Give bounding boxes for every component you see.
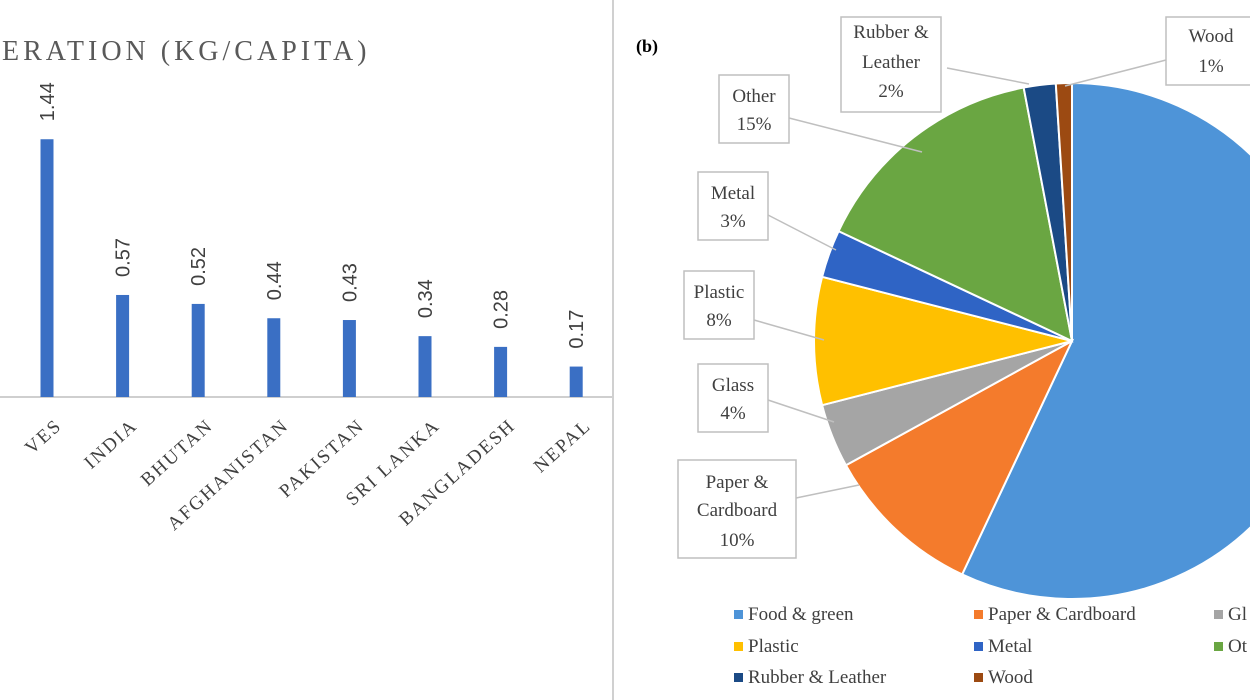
- leader-line: [767, 214, 837, 251]
- pie-slice-other: [837, 86, 1074, 343]
- legend-swatch: [974, 610, 983, 619]
- bar-value-label: 0.52: [188, 247, 210, 286]
- callout-text: 1%: [1198, 56, 1224, 77]
- pie-slice-paper-cardboard: [844, 338, 1075, 576]
- leader-line: [767, 399, 835, 423]
- callout-text: 8%: [706, 310, 732, 331]
- pie-slice-wood: [1054, 81, 1073, 342]
- bar-category-label: INDIA: [80, 415, 141, 473]
- callout-box: [697, 363, 769, 433]
- callout-box: [677, 459, 797, 559]
- legend-entry: Metal: [988, 636, 1032, 657]
- pie-slices: [813, 81, 1250, 600]
- bar-value-label: 0.43: [339, 263, 361, 302]
- pie-callouts: Rubber & Leather 2% Wood 1% Other 15% Metal 3% Pl…: [677, 16, 1250, 559]
- bar-sri-lanka: [418, 336, 432, 397]
- legend-swatch: [974, 642, 983, 651]
- callout-text: Paper &: [706, 472, 769, 493]
- callout-box: [840, 16, 942, 113]
- bar-category-label: VES: [21, 415, 66, 459]
- bars-layer: [40, 139, 583, 398]
- callout-text: Other: [732, 86, 776, 107]
- callout-box: [683, 270, 755, 340]
- callout-text: 4%: [720, 403, 746, 424]
- panel-label: (b): [636, 36, 658, 57]
- leader-line: [946, 67, 1030, 85]
- legend-entry: Ot: [1228, 636, 1248, 657]
- legend-entry: Wood: [988, 667, 1033, 688]
- pie-slice-plastic: [813, 275, 1073, 407]
- pie-slice-food-green: [960, 81, 1250, 600]
- callout-text: 10%: [720, 530, 755, 551]
- leader-line: [788, 117, 923, 153]
- legend-swatch: [734, 642, 743, 651]
- callout-text: 2%: [878, 81, 904, 102]
- pie-leader-lines: [753, 59, 1167, 499]
- callout-box: [1165, 16, 1250, 86]
- bar-bangladesh: [494, 346, 508, 397]
- bar-value-label: 0.57: [113, 238, 135, 277]
- bar-india: [116, 294, 130, 397]
- bar-ves: [40, 139, 54, 398]
- callout-text: Cardboard: [697, 500, 778, 521]
- bar-chart: ERATION (KG/CAPITA) 1.44 0.57 0.52 0.44 0.43…: [0, 36, 612, 535]
- legend-swatch: [974, 673, 983, 682]
- legend-entry: Paper & Cardboard: [988, 604, 1136, 625]
- leader-line: [1064, 59, 1167, 87]
- legend-swatch: [734, 610, 743, 619]
- leader-line: [753, 319, 825, 341]
- leader-line: [795, 484, 860, 499]
- legend-entry: Gl: [1228, 604, 1247, 625]
- legend-entry: Plastic: [748, 636, 799, 657]
- callout-box: [697, 171, 769, 241]
- bar-value-label: 0.44: [264, 261, 286, 300]
- legend-entry: Food & green: [748, 604, 854, 625]
- bar-value-label: 0.28: [491, 290, 513, 329]
- callout-text: Plastic: [694, 282, 745, 303]
- bar-category-label: BHUTAN: [137, 415, 218, 491]
- callout-text: Rubber &: [853, 22, 929, 43]
- callout-text: Wood: [1189, 26, 1234, 47]
- callout-text: Glass: [712, 375, 754, 396]
- bar-bhutan: [191, 303, 205, 397]
- bar-value-label: 0.34: [415, 279, 437, 318]
- legend-swatch: [734, 673, 743, 682]
- bar-value-label: 0.17: [566, 310, 588, 349]
- bar-value-label: 1.44: [37, 82, 59, 121]
- callout-text: Leather: [862, 52, 921, 73]
- bar-category-label: NEPAL: [530, 415, 596, 477]
- callout-box: [718, 74, 790, 144]
- bar-value-labels: 1.44 0.57 0.52 0.44 0.43 0.34 0.28 0.17: [37, 82, 588, 348]
- callout-text: 3%: [720, 211, 746, 232]
- bar-afghanistan: [267, 318, 281, 397]
- legend-swatch: [1214, 610, 1223, 619]
- legend-entry: Rubber & Leather: [748, 667, 887, 688]
- bar-chart-panel: ERATION (KG/CAPITA) 1.44 0.57 0.52 0.44 0.43…: [0, 0, 614, 700]
- pie-legend: Food & green Paper & Cardboard Gl Plastic Me…: [734, 604, 1248, 688]
- bar-pakistan: [342, 320, 356, 397]
- bar-nepal: [569, 366, 583, 397]
- callout-text: Metal: [711, 183, 755, 204]
- callout-text: 15%: [737, 114, 772, 135]
- pie-chart-panel: (b) Rubber & Leather 2% Wood 1% Other 15% Metal…: [614, 0, 1250, 700]
- pie-chart: (b) Rubber & Leather 2% Wood 1% Other 15% Metal…: [636, 16, 1250, 688]
- bar-chart-title: ERATION (KG/CAPITA): [2, 36, 371, 67]
- legend-swatch: [1214, 642, 1223, 651]
